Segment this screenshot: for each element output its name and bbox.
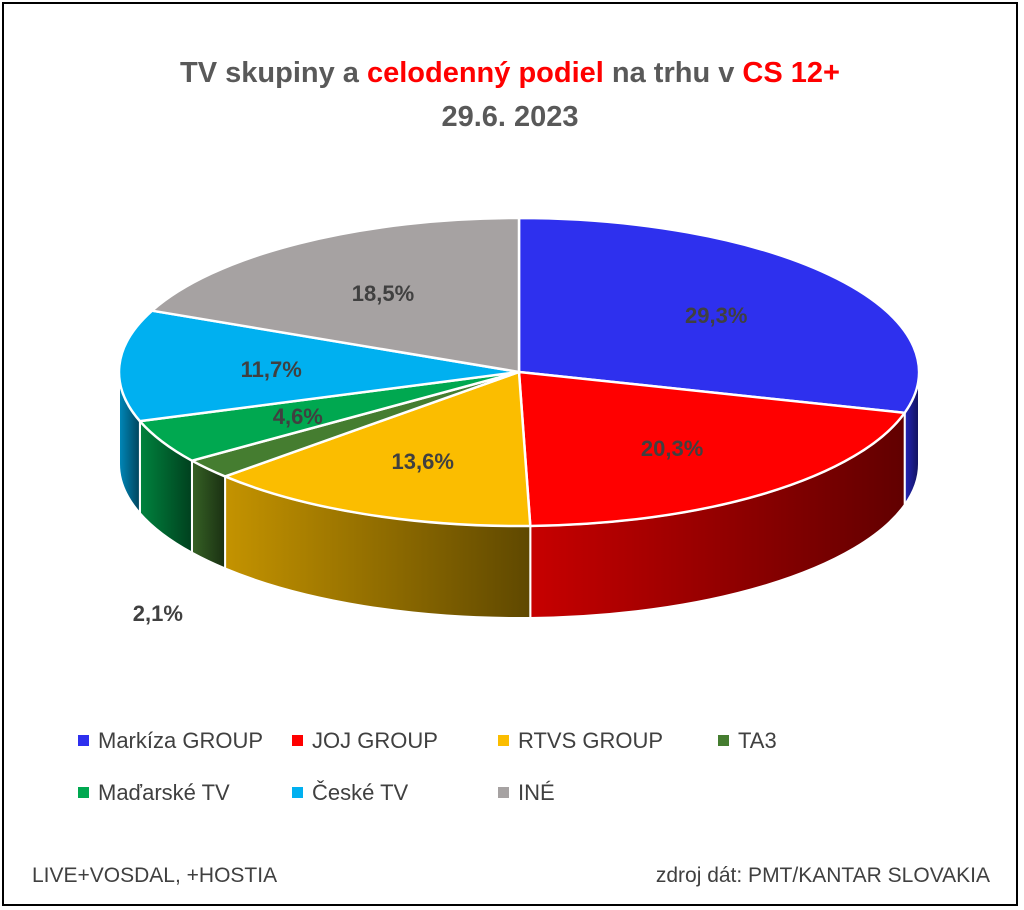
footer-note: LIVE+VOSDAL, +HOSTIA (32, 864, 278, 887)
pie-slice-markiza-group (517, 216, 921, 415)
title-part-1: TV skupiny a (180, 57, 367, 89)
pie-slices (117, 216, 921, 528)
data-label-madarske-tv: 4,6% (273, 404, 323, 429)
data-label-ta3: 2,1% (133, 601, 183, 626)
title-highlight-1: celodenný podiel (366, 57, 604, 89)
title-part-3: na trhu v (603, 57, 743, 89)
pie-slice-ine (150, 216, 521, 374)
pie-side-ta3 (190, 458, 227, 570)
pie-slice-joj-group (517, 370, 906, 528)
title-date: 29.6. 2023 (441, 100, 579, 133)
title-highlight-2: CS 12+ (742, 57, 840, 89)
pie-slice-ceske-tv (117, 309, 521, 423)
pie-data-labels: 29,3% 20,3% 13,6% 2,1% 4,6% 11,7% 18,5% (133, 281, 748, 626)
data-label-rtvs-group: 13,6% (392, 449, 454, 474)
title-line-1: TV skupiny a celodenný podiel na trhu v … (0, 52, 1020, 96)
chart-title: TV skupiny a celodenný podiel na trhu v … (0, 52, 1020, 139)
pie-slice-rtvs-group (223, 370, 532, 528)
footer-source: zdroj dát: PMT/KANTAR SLOVAKIA (655, 864, 990, 887)
data-label-ceske-tv: 11,7% (241, 357, 302, 382)
data-label-markiza-group: 29,3% (685, 303, 747, 328)
data-label-joj-group: 20,3% (641, 436, 703, 461)
data-label-ine: 18,5% (352, 281, 414, 306)
